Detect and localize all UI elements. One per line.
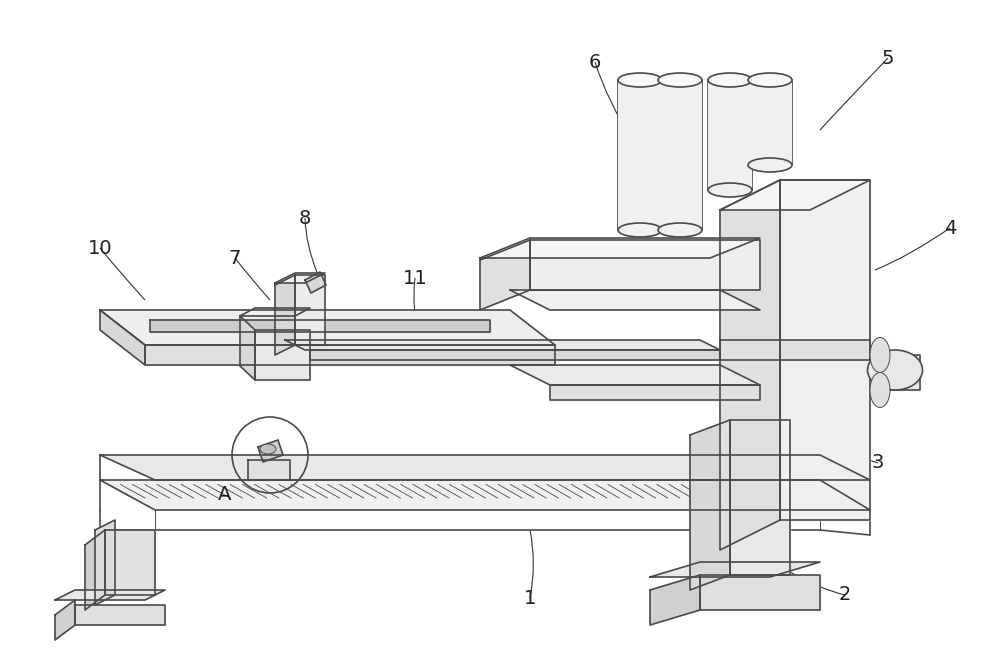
Ellipse shape [658,223,702,237]
Polygon shape [510,365,760,385]
Polygon shape [748,80,792,165]
Polygon shape [105,530,155,595]
Polygon shape [100,455,870,480]
Polygon shape [85,530,105,610]
Polygon shape [780,180,870,520]
Text: 6: 6 [589,53,601,71]
Polygon shape [720,340,870,360]
Text: 8: 8 [299,209,311,228]
Text: 1: 1 [524,589,536,607]
Polygon shape [700,575,820,610]
Polygon shape [55,600,75,640]
Polygon shape [650,562,820,577]
Text: 7: 7 [229,249,241,267]
Ellipse shape [658,73,702,87]
Polygon shape [690,420,730,590]
Polygon shape [275,275,295,355]
Polygon shape [880,355,920,390]
Polygon shape [708,80,752,190]
Polygon shape [55,590,165,600]
Polygon shape [618,80,662,230]
Polygon shape [275,273,325,283]
Text: 11: 11 [403,269,427,288]
Text: 5: 5 [882,48,894,67]
Polygon shape [480,240,530,310]
Ellipse shape [870,372,890,407]
Polygon shape [255,330,310,380]
Ellipse shape [870,337,890,372]
Polygon shape [100,480,870,510]
Polygon shape [285,340,720,350]
Text: A: A [218,486,232,504]
Polygon shape [480,238,760,258]
Polygon shape [305,272,326,293]
Polygon shape [658,80,702,230]
Polygon shape [530,240,760,290]
Polygon shape [510,290,760,310]
Text: 3: 3 [872,453,884,473]
Ellipse shape [618,223,662,237]
Polygon shape [145,345,555,365]
Polygon shape [240,316,255,380]
Polygon shape [550,385,760,400]
Text: 2: 2 [839,585,851,605]
Ellipse shape [708,183,752,197]
Polygon shape [730,420,790,575]
Polygon shape [150,320,490,332]
Ellipse shape [748,158,792,172]
Ellipse shape [618,73,662,87]
Polygon shape [258,440,283,462]
Polygon shape [650,575,700,625]
Text: 4: 4 [944,218,956,238]
Ellipse shape [260,444,276,454]
Ellipse shape [708,73,752,87]
Ellipse shape [748,73,792,87]
Ellipse shape [868,350,922,390]
Polygon shape [720,180,780,550]
Text: 10: 10 [88,238,112,257]
Polygon shape [100,310,145,365]
Polygon shape [95,520,115,605]
Polygon shape [295,275,325,345]
Polygon shape [240,308,310,316]
Polygon shape [75,605,165,625]
Polygon shape [248,460,290,480]
Polygon shape [310,350,720,360]
Polygon shape [100,310,555,345]
Polygon shape [720,180,870,210]
